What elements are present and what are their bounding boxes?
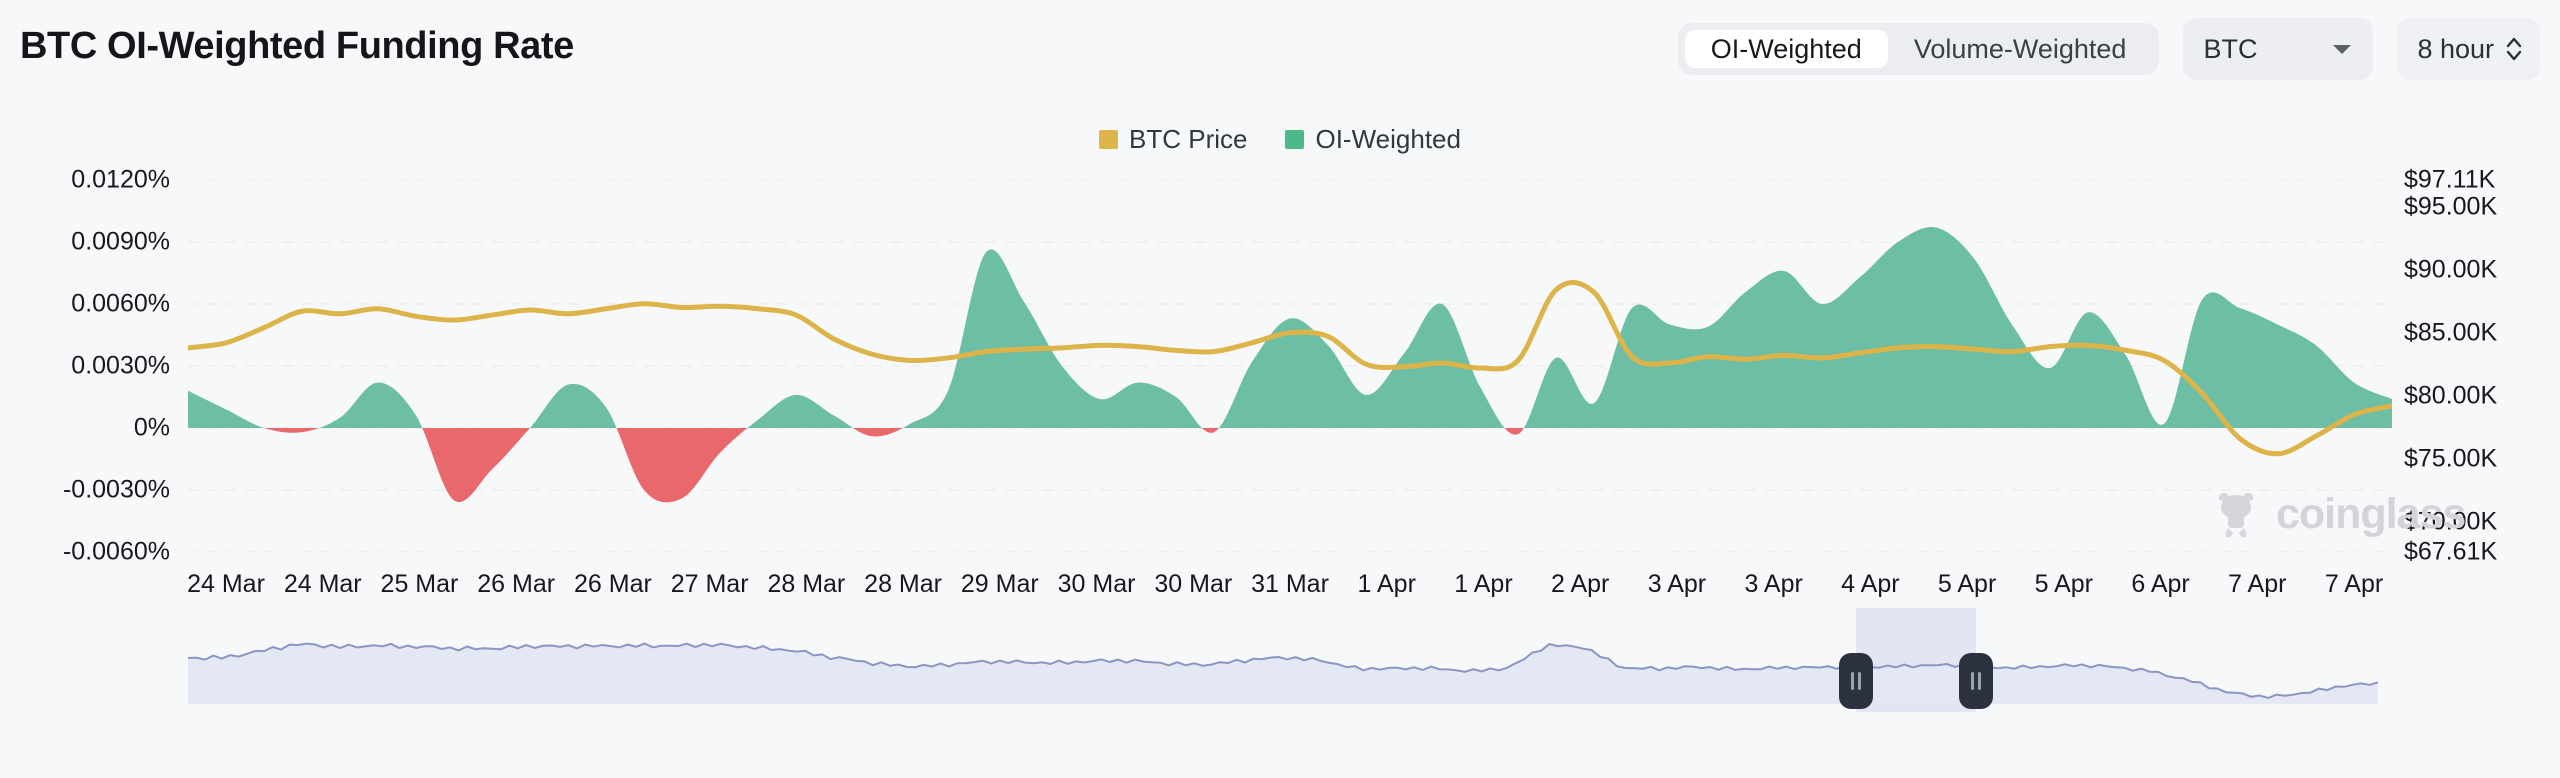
x-axis-tick: 7 Apr (2324, 570, 2384, 598)
tab-oi-weighted[interactable]: OI-Weighted (1684, 30, 1888, 68)
y-axis-left: 0.0120% 0.0090% 0.0060% 0.0030% 0% -0.0030% -0… (0, 166, 178, 566)
x-axis-tick: 31 Mar (1251, 570, 1329, 598)
tab-oi-weighted-label: OI-Weighted (1710, 33, 1862, 64)
y-axis-left-tick: 0.0060% (71, 289, 170, 318)
x-axis-tick: 25 Mar (380, 570, 459, 598)
y-axis-left-tick: 0% (133, 413, 170, 442)
chevron-up-down-icon[interactable] (2504, 33, 2524, 65)
brush-handle-right[interactable] (1959, 653, 1993, 709)
x-axis-tick: 28 Mar (767, 570, 846, 598)
navigator-sparkline (187, 608, 2379, 712)
x-axis-tick: 28 Mar (864, 570, 942, 598)
y-axis-left-tick: 0.0030% (71, 351, 170, 380)
x-axis-tick: 5 Apr (2034, 570, 2093, 598)
x-axis-tick: 26 Mar (574, 570, 652, 598)
navigator-area (188, 643, 2378, 704)
y-axis-right-tick: $75.00K (2404, 444, 2498, 473)
tab-volume-weighted-label: Volume-Weighted (1913, 33, 2127, 64)
chart-legend: BTC Price OI-Weighted (0, 124, 2560, 155)
x-axis-tick: 4 Apr (1841, 570, 1900, 598)
x-axis-tick: 3 Apr (1647, 570, 1707, 598)
x-axis-tick: 1 Apr (1454, 570, 1513, 598)
funding-rate-area-chart (188, 180, 2392, 552)
legend-item-oi-weighted[interactable]: OI-Weighted (1285, 124, 1461, 155)
watermark: coinglass (2210, 488, 2466, 540)
chart-header: BTC OI-Weighted Funding Rate OI-Weighted… (0, 0, 2560, 100)
x-axis-tick: 3 Apr (1744, 570, 1803, 598)
tab-volume-weighted[interactable]: Volume-Weighted (1888, 30, 2153, 68)
grip-icon (1971, 672, 1981, 690)
x-axis-tick: 2 Apr (1550, 570, 1610, 598)
page-title: BTC OI-Weighted Funding Rate (20, 25, 574, 67)
y-axis-right-tick: $67.61K (2404, 537, 2498, 566)
interval-stepper[interactable]: 8 hour (2397, 18, 2540, 80)
brush-handle-left[interactable] (1839, 653, 1873, 709)
x-axis-tick: 24 Mar (283, 570, 362, 598)
x-axis-tick: 26 Mar (477, 570, 556, 598)
navigator-line (187, 642, 2379, 700)
x-axis-tick: 24 Mar (187, 570, 265, 598)
x-axis-tick: 30 Mar (1154, 570, 1233, 598)
y-axis-right-tick: $80.00K (2404, 381, 2498, 410)
legend-swatch-btc-price (1099, 130, 1119, 149)
y-axis-right-tick: $90.00K (2404, 255, 2498, 284)
weighting-toggle-group: OI-Weighted Volume-Weighted (1677, 23, 2160, 75)
header-controls: OI-Weighted Volume-Weighted BTC 8 hour (1677, 16, 2540, 82)
chevron-down-icon (2333, 45, 2352, 54)
y-axis-right: $97.11K $95.00K $90.00K $85.00K $80.00K $75.0… (2404, 166, 2560, 566)
btc-price-line (188, 280, 2392, 457)
y-axis-left-tick: -0.0030% (62, 475, 170, 504)
watermark-text: coinglass (2276, 489, 2466, 538)
legend-item-btc-price[interactable]: BTC Price (1099, 124, 1247, 155)
grip-icon (1851, 672, 1861, 690)
chart-plot-area[interactable] (188, 180, 2392, 552)
legend-swatch-oi-weighted (1285, 130, 1305, 149)
x-axis-tick: 27 Mar (670, 570, 749, 598)
x-axis-tick: 5 Apr (1937, 570, 1997, 598)
y-axis-right-tick: $97.11K (2404, 165, 2496, 194)
y-axis-left-tick: 0.0090% (71, 227, 170, 256)
x-axis-tick: 29 Mar (960, 570, 1039, 598)
legend-label-oi-weighted: OI-Weighted (1315, 124, 1461, 154)
x-axis-tick: 7 Apr (2228, 570, 2287, 598)
y-axis-left-tick: -0.0060% (62, 537, 170, 566)
y-axis-left-tick: 0.0120% (71, 165, 170, 194)
x-axis-tick: 6 Apr (2131, 570, 2190, 598)
y-axis-right-tick: $70.00K (2404, 507, 2498, 536)
asset-dropdown[interactable]: BTC (2183, 18, 2374, 80)
interval-stepper-value: 8 hour (2417, 33, 2494, 64)
y-axis-right-tick: $85.00K (2404, 318, 2498, 347)
x-axis: 24 Mar 24 Mar 25 Mar 26 Mar 26 Mar 27 Mar 28 M… (187, 570, 2392, 606)
x-axis-tick: 1 Apr (1357, 570, 1416, 598)
legend-label-btc-price: BTC Price (1129, 124, 1248, 154)
x-axis-tick: 30 Mar (1057, 570, 1136, 598)
asset-dropdown-value: BTC (2203, 33, 2258, 64)
range-navigator[interactable] (170, 608, 2400, 720)
funding-rate-positive-area (188, 227, 2392, 428)
coinglass-bull-icon (2218, 492, 2254, 538)
y-axis-right-tick: $95.00K (2404, 192, 2498, 221)
